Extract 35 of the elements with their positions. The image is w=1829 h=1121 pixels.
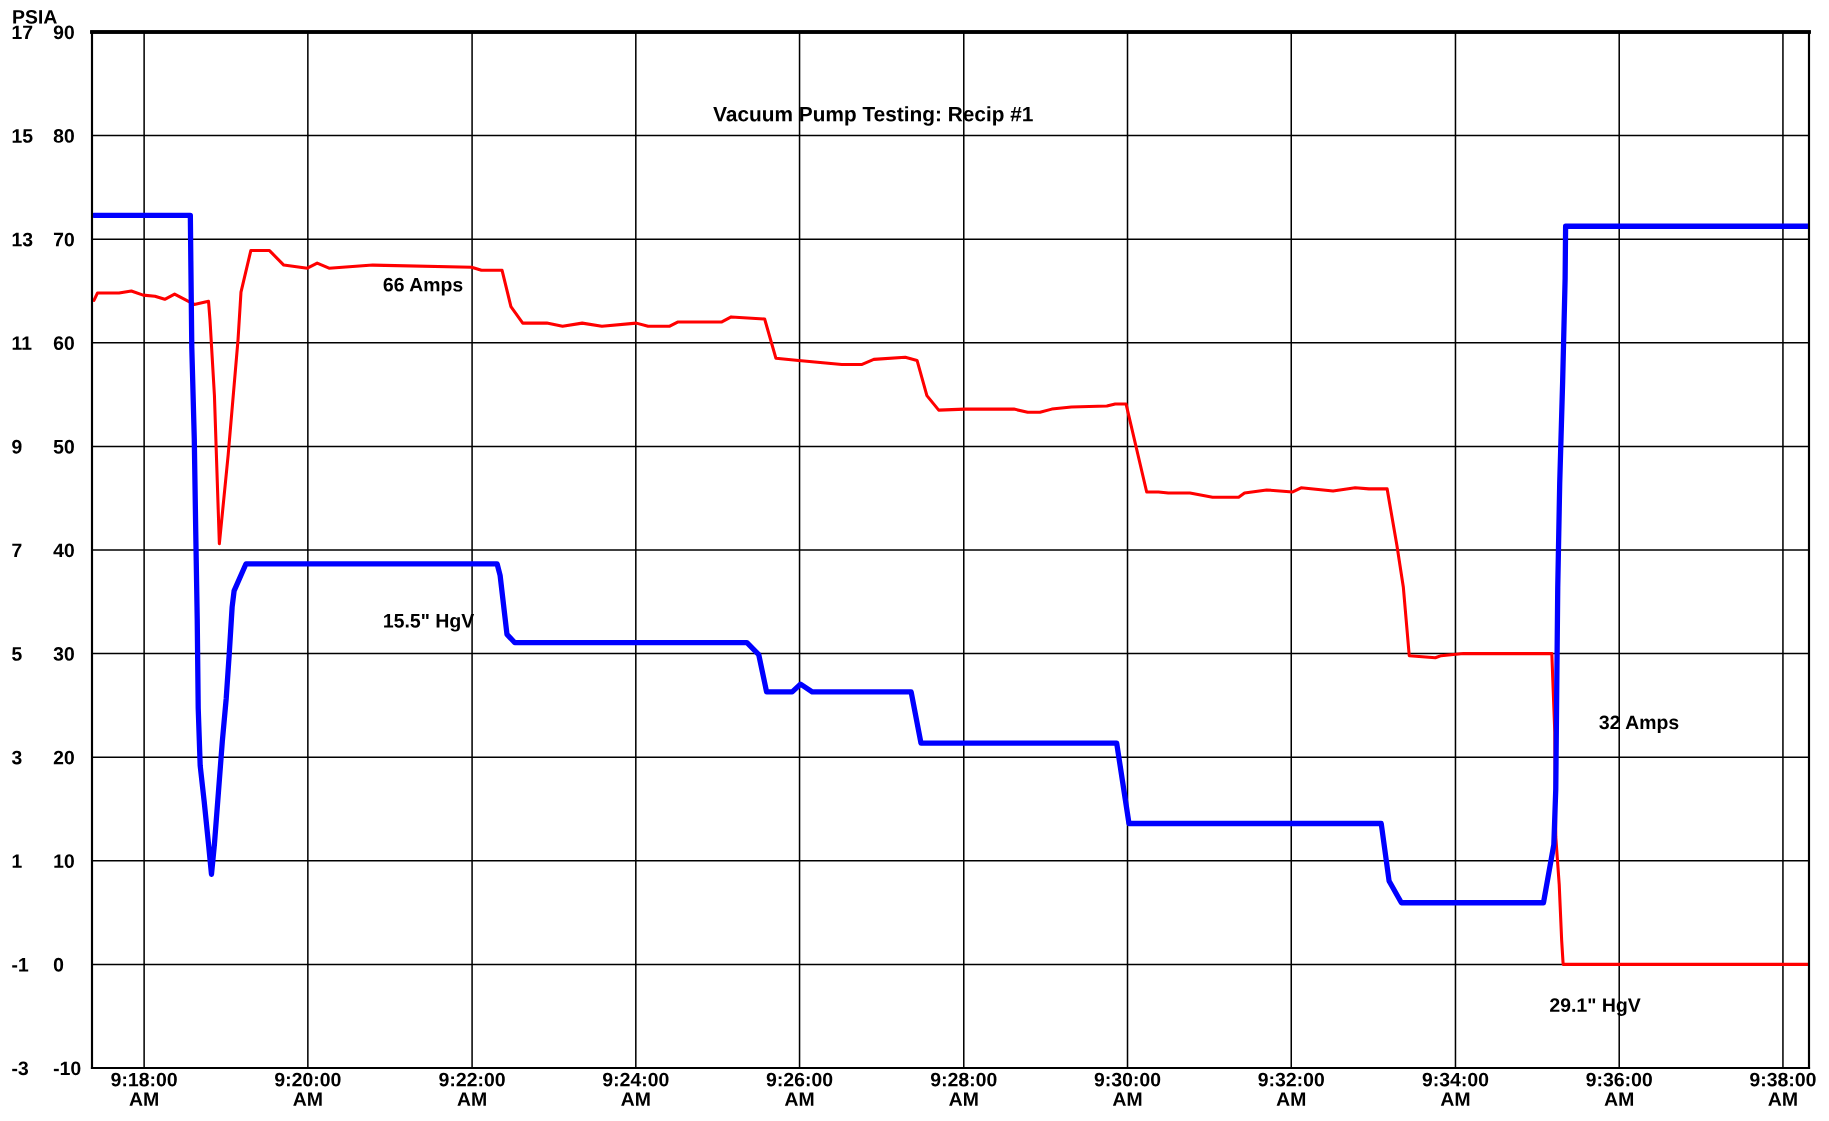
x-tick-label: 9:38:00 AM — [1750, 1072, 1816, 1106]
y-tick-label: 40 — [53, 543, 74, 558]
y-tick-label: 50 — [53, 439, 74, 454]
y-tick-label: -10 — [53, 1061, 81, 1076]
y2-tick-label: 17 — [12, 25, 33, 40]
y2-axis-title: PSIA — [13, 9, 57, 24]
x-tick-label: 9:24:00 AM — [602, 1072, 669, 1106]
y-tick-label: 90 — [53, 25, 74, 40]
x-tick-label: 9:36:00 AM — [1586, 1072, 1652, 1106]
x-tick-label: 9:20:00 AM — [275, 1072, 341, 1106]
y-tick-label: 0 — [53, 957, 64, 972]
y2-tick-label: 11 — [12, 336, 32, 350]
y2-tick-label: 1 — [12, 854, 22, 868]
x-tick-label: 9:32:00 AM — [1258, 1072, 1324, 1106]
x-tick-label: 9:34:00 AM — [1422, 1072, 1489, 1106]
y-tick-label: 70 — [53, 232, 74, 247]
x-tick-label: 9:26:00 AM — [766, 1072, 833, 1106]
y-tick-label: 30 — [53, 647, 74, 661]
y-tick-label: 20 — [53, 750, 74, 765]
y2-tick-label: 15 — [12, 129, 33, 143]
y2-tick-label: 3 — [11, 750, 22, 765]
y2-tick-label: -1 — [12, 958, 29, 972]
y2-tick-label: 13 — [12, 232, 33, 247]
x-tick-label: 9:30:00 AM — [1094, 1072, 1161, 1106]
x-tick-label: 9:22:00 AM — [439, 1072, 505, 1106]
y2-tick-label: 7 — [12, 543, 22, 558]
y2-tick-label: -3 — [12, 1061, 29, 1076]
x-tick-label: 9:28:00 AM — [930, 1072, 997, 1106]
y2-tick-label: 5 — [12, 647, 22, 661]
annotation: 66 Amps — [383, 277, 463, 296]
y-tick-label: 60 — [53, 336, 74, 351]
y2-tick-label: 9 — [12, 439, 22, 454]
y-tick-label: 80 — [53, 129, 74, 143]
x-tick-label: 9:18:00 AM — [111, 1072, 177, 1106]
y-tick-label: 10 — [54, 854, 74, 869]
